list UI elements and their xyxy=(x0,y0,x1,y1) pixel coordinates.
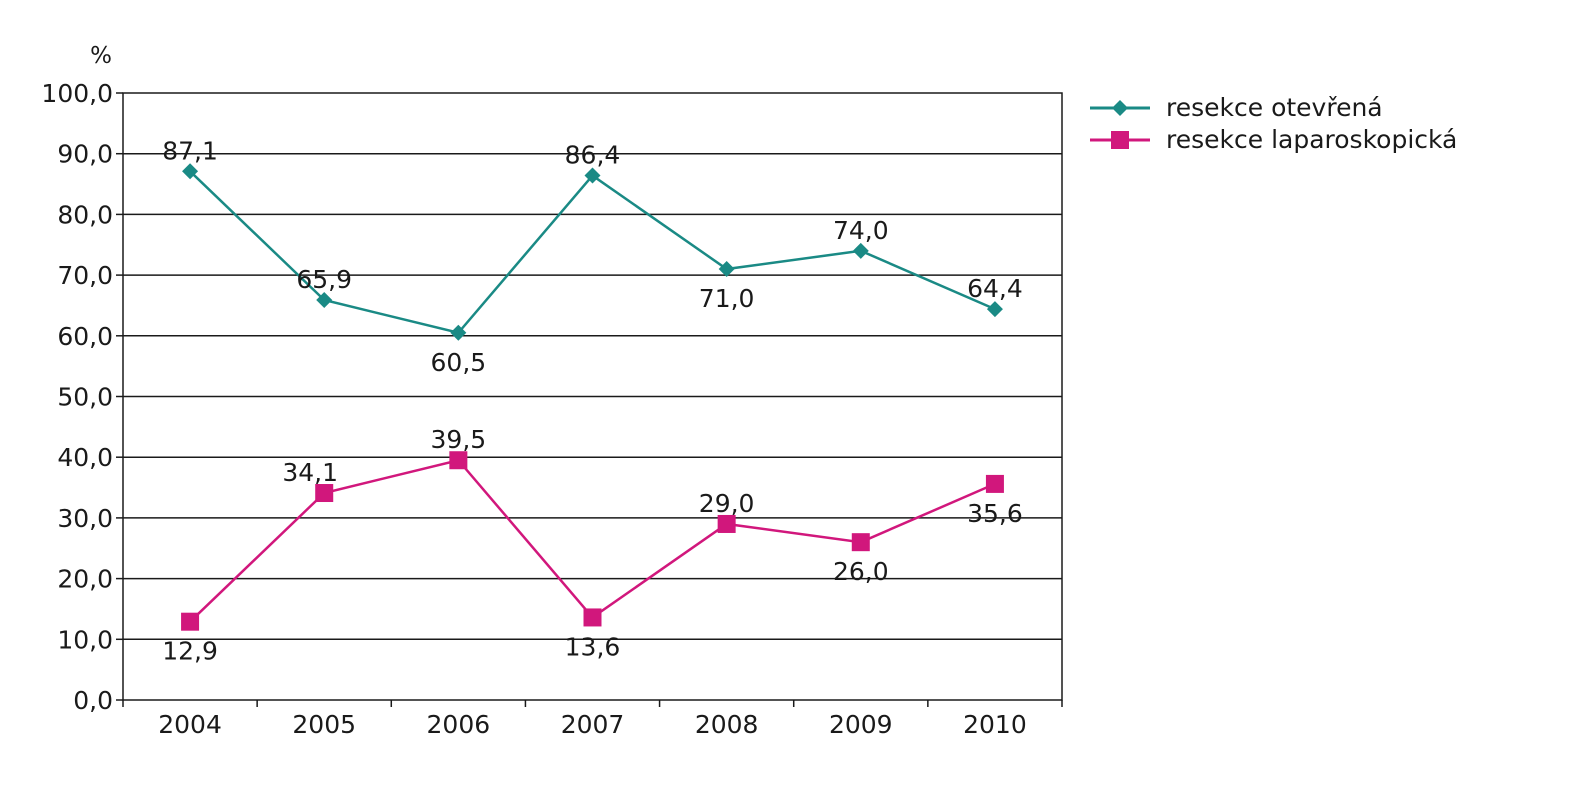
data-point-square xyxy=(315,484,334,503)
legend: resekce otevřená resekce laparoskopická xyxy=(1090,93,1457,154)
data-point-square xyxy=(449,451,468,470)
data-label: 26,0 xyxy=(833,557,889,586)
data-label-layer: 87,1 65,9 60,5 86,4 71,0 74,0 64,4 12,9 34,1 39,5… xyxy=(162,136,1023,665)
series-line-1 xyxy=(189,170,996,335)
legend-label-2: resekce laparoskopická xyxy=(1166,125,1457,154)
data-label: 64,4 xyxy=(967,274,1023,303)
data-point-square xyxy=(181,612,200,631)
y-tick-label: 100,0 xyxy=(41,79,113,108)
data-point-square xyxy=(851,533,870,552)
series-layer xyxy=(181,163,1004,631)
data-label: 65,9 xyxy=(296,265,352,294)
grid-layer xyxy=(122,92,1063,701)
x-tick-label: 2007 xyxy=(561,710,625,739)
y-unit-label: % xyxy=(90,43,112,69)
data-point-square xyxy=(583,608,602,627)
x-tick-label: 2008 xyxy=(695,710,759,739)
data-point-diamond xyxy=(450,324,467,341)
data-point-diamond xyxy=(986,301,1003,318)
data-point-square xyxy=(1111,131,1129,149)
data-label: 12,9 xyxy=(162,637,218,666)
data-point-diamond xyxy=(316,291,333,308)
x-tick-label: 2004 xyxy=(158,710,222,739)
data-label: 13,6 xyxy=(565,632,621,661)
data-label: 86,4 xyxy=(565,141,621,170)
y-tick-label: 20,0 xyxy=(57,565,113,594)
y-tick-label: 90,0 xyxy=(57,140,113,169)
y-tick-label: 0,0 xyxy=(73,686,113,715)
x-tick-label: 2010 xyxy=(963,710,1027,739)
data-label: 39,5 xyxy=(431,425,487,454)
data-point-diamond xyxy=(584,167,601,184)
data-label: 35,6 xyxy=(967,499,1023,528)
data-point-diamond xyxy=(1112,100,1128,116)
data-label: 74,0 xyxy=(833,216,889,245)
x-tick-label: 2009 xyxy=(829,710,893,739)
axis-layer: 0,0 10,0 20,0 30,0 40,0 50,0 60,0 70,0 80,0 90,0 1… xyxy=(41,43,1063,739)
y-tick-label: 50,0 xyxy=(57,383,113,412)
data-label: 34,1 xyxy=(282,458,338,487)
legend-label-1: resekce otevřená xyxy=(1166,93,1383,122)
data-label: 60,5 xyxy=(431,348,487,377)
y-tick-label: 60,0 xyxy=(57,322,113,351)
data-point-square xyxy=(717,514,736,533)
data-point-diamond xyxy=(182,163,199,180)
x-tick-label: 2006 xyxy=(427,710,491,739)
y-tick-label: 30,0 xyxy=(57,504,113,533)
y-tick-label: 40,0 xyxy=(57,443,113,472)
y-tick-label: 70,0 xyxy=(57,261,113,290)
data-label: 71,0 xyxy=(699,284,755,313)
data-point-square xyxy=(985,474,1004,493)
y-tick-label: 80,0 xyxy=(57,200,113,229)
data-label: 87,1 xyxy=(162,136,218,165)
data-point-diamond xyxy=(718,261,735,278)
data-point-diamond xyxy=(852,242,869,259)
data-label: 29,0 xyxy=(699,489,755,518)
y-tick-label: 10,0 xyxy=(57,625,113,654)
x-tick-label: 2005 xyxy=(292,710,356,739)
